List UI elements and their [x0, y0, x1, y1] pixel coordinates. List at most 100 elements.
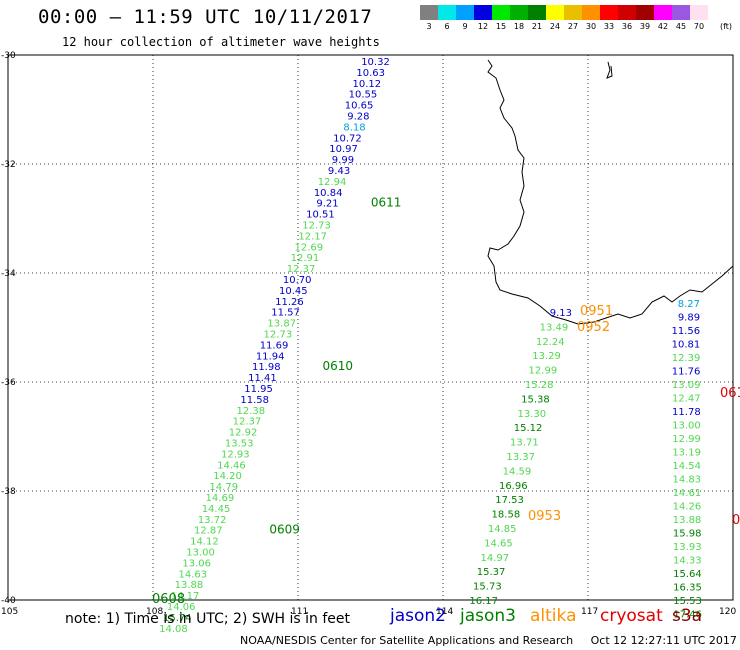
color-legend: 3 6 9 12 15 18 21 24 27 30 33 36 39 42 45 70 [420, 5, 708, 35]
swh-value: 11.57 [271, 308, 300, 319]
swh-value: 10.45 [279, 286, 308, 297]
pass-time-label: 0951 [580, 304, 613, 319]
swh-value: 8.27 [678, 299, 700, 310]
swh-value: 11.41 [248, 373, 277, 384]
satellite-legend-item: jason2 [390, 606, 446, 626]
inlet-coastline [606, 61, 613, 79]
map-border [7, 54, 734, 601]
swh-value: 13.00 [186, 548, 215, 559]
legend-swatch: 15 [492, 5, 510, 35]
swh-value: 12.69 [294, 242, 323, 253]
legend-swatch: 30 [582, 5, 600, 35]
swh-value: 14.65 [484, 538, 513, 549]
swh-value: 11.58 [240, 395, 269, 406]
swh-value: 12.99 [529, 366, 558, 377]
lon-label: 120 [719, 607, 736, 617]
swh-value: 13.37 [506, 452, 535, 463]
swh-value: 13.72 [198, 515, 227, 526]
swh-value: 10.12 [352, 79, 381, 90]
swh-value: 12.73 [264, 330, 293, 341]
lon-label: 105 [1, 607, 18, 617]
swh-value: 14.79 [209, 482, 238, 493]
swh-value: 10.97 [329, 144, 358, 155]
swh-value: 17.53 [495, 495, 524, 506]
swh-value: 13.88 [175, 580, 204, 591]
lon-label: 117 [581, 607, 598, 617]
legend-color [690, 5, 708, 20]
legend-label: 70 [693, 22, 705, 31]
satellite-legend-item: altika [530, 606, 577, 626]
legend-label: 27 [567, 22, 579, 31]
pass-time-label: 0611 [371, 196, 402, 210]
swh-value: 12.39 [672, 353, 701, 364]
swh-value: 15.74 [163, 613, 192, 624]
page-title: 00:00 – 11:59 UTC 10/11/2017 [38, 6, 373, 28]
swh-value: 15.73 [473, 582, 502, 593]
legend-color [510, 5, 528, 20]
altimeter-tracks: 10.3210.6310.1210.5510.659.288.1810.7210… [152, 57, 740, 635]
legend-swatch: 33 [600, 5, 618, 35]
swh-value: 15.98 [673, 529, 702, 540]
legend-swatch: 6 [438, 5, 456, 35]
swh-value: 13.49 [540, 322, 569, 333]
swh-value: 13.88 [673, 515, 702, 526]
swh-value: 12.17 [298, 231, 327, 242]
gridlines [8, 55, 733, 600]
legend-color [546, 5, 564, 20]
pass-time-label: 0608 [152, 592, 185, 607]
swh-value: 11.56 [672, 326, 701, 337]
swh-value: 18.58 [492, 510, 521, 521]
swh-value: 11.94 [256, 351, 285, 362]
swh-value: 13.00 [672, 421, 701, 432]
swh-value: 12.99 [672, 434, 701, 445]
swh-value: 13.71 [510, 438, 539, 449]
swh-value: 13.06 [182, 558, 211, 569]
legend-label: 21 [531, 22, 543, 31]
swh-value: 12.91 [291, 253, 320, 264]
pass-time-label: 0610 [323, 359, 354, 373]
swh-value: 12.37 [233, 417, 262, 428]
legend-color [600, 5, 618, 20]
swh-value: 14.63 [178, 569, 207, 580]
swh-value: 10.32 [361, 57, 390, 68]
swh-value: 9.43 [328, 166, 350, 177]
swh-value: 14.26 [673, 502, 702, 513]
lat-label: -40 [1, 596, 16, 606]
swh-value: 14.17 [171, 591, 200, 602]
swh-value: 16.35 [673, 583, 702, 594]
pass-time-label: 0952 [577, 320, 610, 335]
australia-coastline [487, 59, 734, 325]
legend-color [564, 5, 582, 20]
pass-time-label: 061 [720, 386, 740, 401]
swh-value: 10.65 [345, 101, 374, 112]
lat-label: -32 [1, 160, 16, 170]
swh-value: 11.76 [672, 367, 701, 378]
swh-value: 12.37 [287, 264, 316, 275]
legend-unit: (ft) [720, 22, 733, 31]
swh-value: 14.20 [213, 471, 242, 482]
swh-value: 12.24 [536, 337, 565, 348]
swh-value: 15.28 [525, 380, 554, 391]
swh-value: 9.89 [678, 313, 700, 324]
swh-value: 13.09 [672, 380, 701, 391]
legend-color [438, 5, 456, 20]
swh-value: 10.72 [333, 133, 362, 144]
swh-value: 14.85 [488, 524, 517, 535]
swh-value: 16.96 [499, 481, 528, 492]
swh-value: 11.69 [260, 340, 289, 351]
swh-value: 10.84 [314, 188, 343, 199]
legend-swatch: 70 [690, 5, 708, 35]
legend-swatch: 39 [636, 5, 654, 35]
swh-value: 14.06 [167, 602, 196, 613]
satellite-legend-item: cryosat [600, 606, 663, 626]
legend-label: 39 [639, 22, 651, 31]
swh-value: 15.53 [673, 596, 702, 607]
legend-color [456, 5, 474, 20]
swh-value: 15.37 [477, 567, 506, 578]
swh-value: 11.26 [275, 297, 304, 308]
swh-value: 14.08 [159, 624, 188, 635]
legend-swatch: 21 [528, 5, 546, 35]
lat-label: -36 [1, 378, 16, 388]
swh-value: 14.54 [672, 461, 701, 472]
